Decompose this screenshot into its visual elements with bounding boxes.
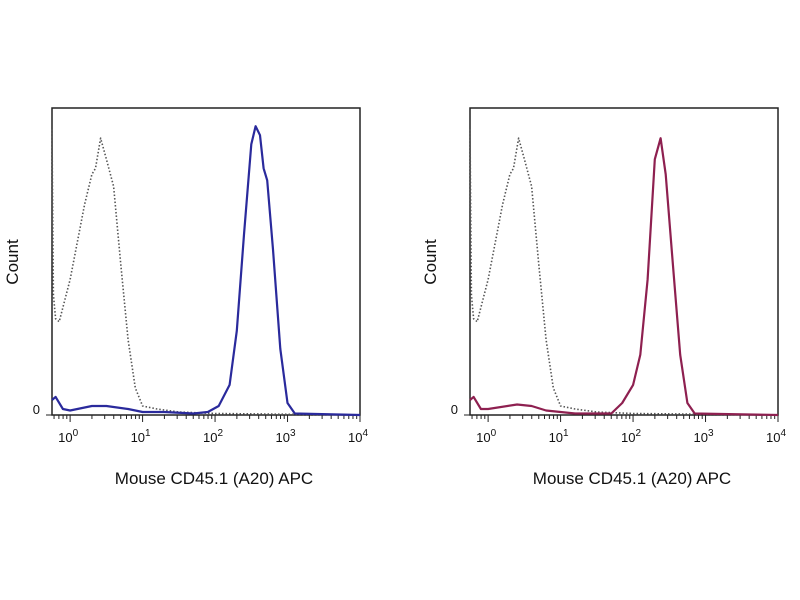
histogram-panel-1: 100 101 102 103 104 0 Mouse CD45.1 (A20) APC Co… <box>3 107 368 488</box>
x-axis-label: Mouse CD45.1 (A20) APC <box>115 469 313 488</box>
plot-frame <box>51 107 361 416</box>
stained-sample-curve <box>469 137 779 417</box>
x-tick-label: 102 <box>203 428 223 445</box>
stained-sample-curve <box>51 125 361 417</box>
x-tick-label: 101 <box>549 428 569 445</box>
x-tick-label: 100 <box>476 428 496 445</box>
x-tick-label: 103 <box>694 428 714 445</box>
y-tick-label: 0 <box>33 402 40 417</box>
x-tick-label: 103 <box>276 428 296 445</box>
isotype-control-curve <box>51 129 361 416</box>
y-tick-label: 0 <box>451 402 458 417</box>
x-axis-label: Mouse CD45.1 (A20) APC <box>533 469 731 488</box>
y-axis-label: Count <box>421 239 440 285</box>
x-tick-label: 104 <box>348 428 368 445</box>
x-tick-label: 101 <box>131 428 151 445</box>
isotype-control-curve <box>469 129 779 416</box>
x-tick-label: 100 <box>58 428 78 445</box>
plot-frame <box>469 107 779 416</box>
histogram-panel-2: 100 101 102 103 104 0 Mouse CD45.1 (A20) APC Co… <box>421 107 786 488</box>
y-axis-label: Count <box>3 239 22 285</box>
x-tick-label: 104 <box>766 428 786 445</box>
x-tick-label: 102 <box>621 428 641 445</box>
